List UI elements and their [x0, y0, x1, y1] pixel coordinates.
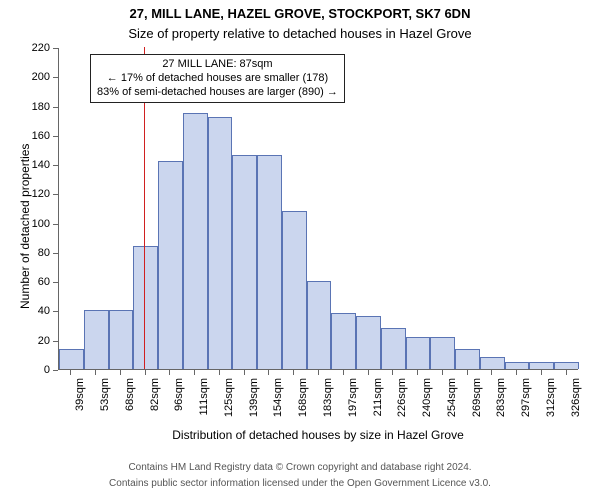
xtick-label: 139sqm — [248, 378, 260, 438]
histogram-bar — [529, 362, 554, 369]
histogram-bar — [480, 357, 505, 369]
histogram-bar — [430, 337, 455, 369]
xtick-label: 183sqm — [322, 378, 334, 438]
ytick-label: 40 — [24, 305, 50, 317]
xtick-mark — [516, 370, 517, 375]
ytick-mark — [53, 48, 58, 49]
histogram-bar — [232, 155, 257, 369]
xtick-mark — [343, 370, 344, 375]
xtick-label: 240sqm — [421, 378, 433, 438]
ytick-mark — [53, 253, 58, 254]
xtick-label: 197sqm — [347, 378, 359, 438]
histogram-bar — [158, 161, 183, 369]
histogram-bar — [307, 281, 332, 369]
histogram-bar — [133, 246, 158, 369]
xtick-mark — [120, 370, 121, 375]
histogram-bar — [208, 117, 233, 369]
xtick-mark — [541, 370, 542, 375]
ytick-mark — [53, 194, 58, 195]
ytick-label: 140 — [24, 159, 50, 171]
ytick-label: 160 — [24, 130, 50, 142]
histogram-bar — [84, 310, 109, 369]
title-line-2: Size of property relative to detached ho… — [0, 26, 600, 41]
xtick-mark — [244, 370, 245, 375]
ytick-label: 20 — [24, 335, 50, 347]
xtick-label: 68sqm — [124, 378, 136, 438]
xtick-mark — [95, 370, 96, 375]
ytick-label: 0 — [24, 364, 50, 376]
xtick-label: 82sqm — [149, 378, 161, 438]
xtick-label: 168sqm — [297, 378, 309, 438]
xtick-mark — [368, 370, 369, 375]
ytick-mark — [53, 224, 58, 225]
ytick-label: 100 — [24, 218, 50, 230]
ytick-mark — [53, 311, 58, 312]
xtick-label: 283sqm — [495, 378, 507, 438]
xtick-mark — [392, 370, 393, 375]
histogram-bar — [381, 328, 406, 369]
histogram-bar — [554, 362, 579, 369]
ytick-mark — [53, 107, 58, 108]
ytick-label: 120 — [24, 188, 50, 200]
ytick-label: 80 — [24, 247, 50, 259]
xtick-mark — [194, 370, 195, 375]
xtick-label: 326sqm — [570, 378, 582, 438]
histogram-bar — [59, 349, 84, 369]
histogram-bar — [257, 155, 282, 369]
histogram-bar — [331, 313, 356, 369]
ytick-mark — [53, 370, 58, 371]
ytick-mark — [53, 341, 58, 342]
ytick-label: 60 — [24, 276, 50, 288]
annotation-line: ← 17% of detached houses are smaller (17… — [97, 72, 338, 86]
xtick-label: 211sqm — [372, 378, 384, 438]
histogram-bar — [505, 362, 530, 369]
histogram-bar — [406, 337, 431, 369]
xtick-label: 297sqm — [520, 378, 532, 438]
xtick-label: 39sqm — [74, 378, 86, 438]
xtick-mark — [219, 370, 220, 375]
xtick-label: 269sqm — [471, 378, 483, 438]
xtick-label: 312sqm — [545, 378, 557, 438]
footer-line-2: Contains public sector information licen… — [0, 478, 600, 489]
ytick-mark — [53, 282, 58, 283]
xtick-label: 226sqm — [396, 378, 408, 438]
annotation-box: 27 MILL LANE: 87sqm← 17% of detached hou… — [90, 54, 345, 103]
xtick-mark — [318, 370, 319, 375]
histogram-bar — [109, 310, 134, 369]
xtick-label: 154sqm — [272, 378, 284, 438]
xtick-mark — [442, 370, 443, 375]
xtick-mark — [145, 370, 146, 375]
footer-line-1: Contains HM Land Registry data © Crown c… — [0, 462, 600, 473]
ytick-label: 180 — [24, 101, 50, 113]
annotation-line: 27 MILL LANE: 87sqm — [97, 58, 338, 72]
histogram-bar — [183, 113, 208, 369]
ytick-mark — [53, 77, 58, 78]
xtick-mark — [566, 370, 567, 375]
histogram-bar — [455, 349, 480, 369]
xtick-mark — [268, 370, 269, 375]
xtick-mark — [491, 370, 492, 375]
xtick-mark — [467, 370, 468, 375]
xtick-mark — [417, 370, 418, 375]
title-line-1: 27, MILL LANE, HAZEL GROVE, STOCKPORT, S… — [0, 6, 600, 21]
xtick-label: 254sqm — [446, 378, 458, 438]
ytick-label: 200 — [24, 71, 50, 83]
xtick-mark — [293, 370, 294, 375]
xtick-label: 125sqm — [223, 378, 235, 438]
xtick-label: 96sqm — [173, 378, 185, 438]
histogram-bar — [356, 316, 381, 369]
xtick-mark — [70, 370, 71, 375]
xtick-mark — [169, 370, 170, 375]
ytick-mark — [53, 136, 58, 137]
xtick-label: 111sqm — [198, 378, 210, 438]
xtick-label: 53sqm — [99, 378, 111, 438]
annotation-line: 83% of semi-detached houses are larger (… — [97, 86, 338, 100]
histogram-bar — [282, 211, 307, 369]
chart-container: 27, MILL LANE, HAZEL GROVE, STOCKPORT, S… — [0, 0, 600, 500]
ytick-label: 220 — [24, 42, 50, 54]
ytick-mark — [53, 165, 58, 166]
